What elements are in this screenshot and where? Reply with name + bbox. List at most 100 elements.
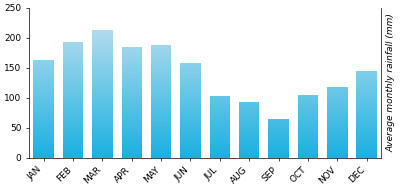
Bar (92, 111, 113, 112)
Bar (180, 68, 201, 69)
Bar (151, 69, 172, 70)
Bar (122, 147, 142, 148)
Bar (298, 107, 318, 108)
Bar (356, 127, 377, 128)
Bar (122, 143, 142, 144)
Bar (356, 123, 377, 124)
Bar (151, 96, 172, 97)
Bar (151, 126, 172, 127)
Bar (180, 151, 201, 152)
Bar (122, 94, 142, 95)
Bar (92, 65, 113, 66)
Bar (151, 82, 172, 83)
Bar (180, 84, 201, 85)
Bar (122, 152, 142, 153)
Bar (298, 145, 318, 146)
Bar (180, 136, 201, 137)
Bar (63, 60, 83, 61)
Bar (210, 98, 230, 99)
Bar (268, 134, 289, 135)
Bar (92, 83, 113, 84)
Bar (63, 126, 83, 127)
Bar (151, 156, 172, 157)
Bar (268, 126, 289, 127)
Bar (180, 125, 201, 126)
Bar (327, 108, 348, 109)
Bar (151, 45, 172, 46)
Bar (356, 103, 377, 104)
Bar (122, 76, 142, 77)
Bar (298, 152, 318, 153)
Bar (63, 123, 83, 124)
Bar (239, 127, 260, 128)
Bar (34, 64, 54, 65)
Bar (268, 130, 289, 131)
Bar (298, 154, 318, 155)
Bar (180, 74, 201, 75)
Bar (180, 97, 201, 98)
Bar (63, 139, 83, 140)
Bar (327, 144, 348, 145)
Bar (63, 121, 83, 122)
Bar (356, 82, 377, 83)
Bar (151, 73, 172, 74)
Bar (239, 120, 260, 121)
Bar (327, 110, 348, 111)
Bar (356, 86, 377, 87)
Bar (327, 106, 348, 107)
Bar (151, 99, 172, 100)
Bar (239, 157, 260, 158)
Bar (92, 136, 113, 137)
Bar (327, 128, 348, 129)
Bar (122, 145, 142, 146)
Bar (92, 138, 113, 139)
Bar (34, 142, 54, 143)
Bar (298, 114, 318, 115)
Bar (210, 102, 230, 103)
Bar (356, 99, 377, 100)
Bar (239, 103, 260, 104)
Bar (151, 151, 172, 152)
Bar (122, 133, 142, 134)
Bar (356, 107, 377, 108)
Bar (356, 113, 377, 114)
Bar (92, 72, 113, 73)
Bar (92, 71, 113, 72)
Bar (92, 63, 113, 64)
Bar (63, 64, 83, 65)
Bar (268, 138, 289, 139)
Bar (180, 126, 201, 127)
Bar (239, 146, 260, 147)
Bar (356, 106, 377, 107)
Bar (92, 134, 113, 135)
Bar (34, 60, 54, 61)
Bar (92, 73, 113, 74)
Bar (122, 77, 142, 78)
Bar (92, 108, 113, 109)
Bar (63, 137, 83, 138)
Bar (122, 121, 142, 122)
Bar (63, 84, 83, 85)
Bar (327, 149, 348, 150)
Bar (327, 116, 348, 117)
Bar (239, 130, 260, 131)
Bar (122, 55, 142, 56)
Bar (298, 119, 318, 120)
Bar (63, 74, 83, 75)
Bar (356, 109, 377, 110)
Bar (63, 149, 83, 150)
Bar (298, 113, 318, 114)
Bar (122, 129, 142, 130)
Bar (180, 78, 201, 79)
Bar (122, 111, 142, 112)
Bar (180, 157, 201, 158)
Bar (92, 141, 113, 142)
Bar (356, 149, 377, 150)
Bar (268, 123, 289, 124)
Bar (180, 112, 201, 113)
Bar (63, 52, 83, 53)
Bar (180, 85, 201, 86)
Bar (34, 117, 54, 118)
Bar (92, 45, 113, 46)
Bar (92, 69, 113, 70)
